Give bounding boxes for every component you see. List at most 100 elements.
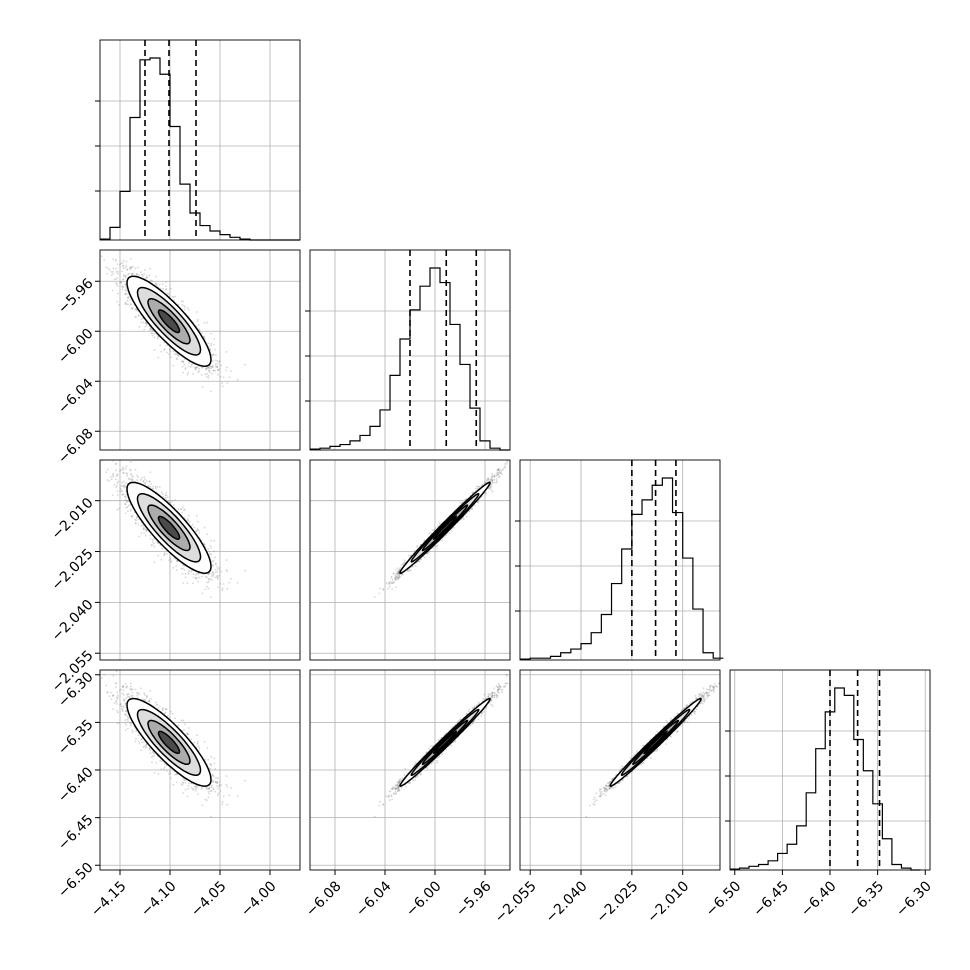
sample-point — [212, 360, 214, 362]
sample-point — [117, 480, 120, 483]
sample-point — [123, 484, 126, 487]
sample-point — [98, 469, 100, 471]
sample-point — [115, 478, 117, 481]
sample-point — [154, 487, 157, 490]
sample-point — [184, 572, 187, 575]
sample-point — [126, 474, 128, 477]
sample-point — [116, 284, 119, 287]
sample-point — [182, 582, 185, 584]
sample-point — [172, 296, 175, 298]
sample-point — [207, 573, 210, 576]
sample-point — [163, 553, 166, 556]
sample-point — [134, 267, 137, 270]
sample-point — [190, 363, 193, 366]
sample-point — [164, 494, 167, 497]
sample-point — [125, 293, 127, 295]
sample-point — [124, 283, 127, 286]
sample-point — [209, 365, 212, 368]
sample-point — [176, 560, 178, 562]
sample-point — [172, 567, 175, 569]
sample-point — [145, 530, 148, 533]
sample-point — [122, 286, 125, 288]
sample-point — [127, 504, 130, 507]
sample-point — [210, 342, 212, 345]
sample-point — [130, 272, 133, 275]
sample-point — [111, 494, 114, 497]
sample-point — [169, 501, 172, 504]
sample-point — [145, 321, 148, 324]
sample-point — [197, 529, 200, 532]
sample-point — [122, 471, 125, 474]
sample-point — [207, 580, 210, 583]
sample-point — [182, 506, 185, 509]
sample-point — [159, 544, 162, 547]
sample-point — [116, 509, 119, 511]
sample-point — [112, 258, 115, 261]
sample-point — [135, 522, 137, 525]
sample-point — [209, 596, 212, 598]
sample-point — [174, 295, 177, 298]
sample-point — [206, 321, 209, 324]
sample-point — [244, 363, 246, 366]
sample-point — [122, 480, 125, 483]
sample-point — [195, 577, 198, 580]
sample-point — [129, 468, 131, 471]
sample-point — [122, 265, 124, 268]
sample-point — [127, 296, 130, 298]
sample-point — [153, 332, 155, 335]
sample-point — [219, 582, 222, 585]
sample-point — [112, 472, 115, 475]
sample-point — [145, 324, 148, 327]
sample-point — [151, 329, 153, 332]
sample-point — [152, 487, 155, 490]
sample-point — [226, 382, 229, 384]
sample-point — [206, 576, 208, 579]
sample-point — [127, 272, 130, 275]
sample-point — [115, 469, 117, 472]
sample-point — [115, 282, 118, 285]
sample-point — [187, 573, 190, 575]
sample-point — [148, 274, 151, 277]
panel-frame — [99, 39, 301, 241]
sample-point — [150, 544, 153, 547]
sample-point — [207, 366, 210, 369]
sample-point — [220, 364, 223, 367]
sample-point — [168, 557, 171, 559]
sample-point — [183, 509, 185, 512]
sample-point — [226, 570, 229, 573]
sample-point — [172, 350, 175, 353]
sample-point — [181, 567, 184, 570]
sample-point — [187, 514, 190, 517]
sample-point — [134, 522, 137, 524]
joint-panel-3-1 — [95, 459, 301, 661]
sample-point — [163, 554, 166, 557]
sample-point — [196, 320, 199, 323]
sample-point — [226, 366, 229, 369]
sample-point — [177, 303, 180, 306]
sample-point — [143, 268, 146, 271]
sample-point — [181, 511, 184, 514]
sample-point — [130, 473, 133, 475]
sample-point — [142, 479, 145, 482]
sample-point — [169, 561, 172, 564]
sample-point — [124, 276, 127, 279]
sample-point — [112, 272, 115, 275]
sample-point — [210, 575, 213, 578]
sample-point — [214, 568, 217, 571]
sample-point — [119, 490, 122, 493]
sample-point — [116, 482, 119, 484]
sample-point — [180, 567, 183, 570]
sample-point — [216, 578, 219, 580]
sample-point — [118, 507, 120, 510]
sample-point — [113, 483, 116, 486]
sample-point — [135, 308, 138, 311]
sample-point — [198, 367, 200, 370]
sample-point — [151, 280, 154, 282]
sample-point — [213, 338, 216, 340]
sample-point — [184, 368, 187, 371]
sample-point — [149, 534, 152, 537]
sample-point — [209, 365, 211, 368]
sample-point — [205, 585, 208, 588]
sample-point — [115, 267, 117, 270]
sample-point — [207, 377, 210, 379]
